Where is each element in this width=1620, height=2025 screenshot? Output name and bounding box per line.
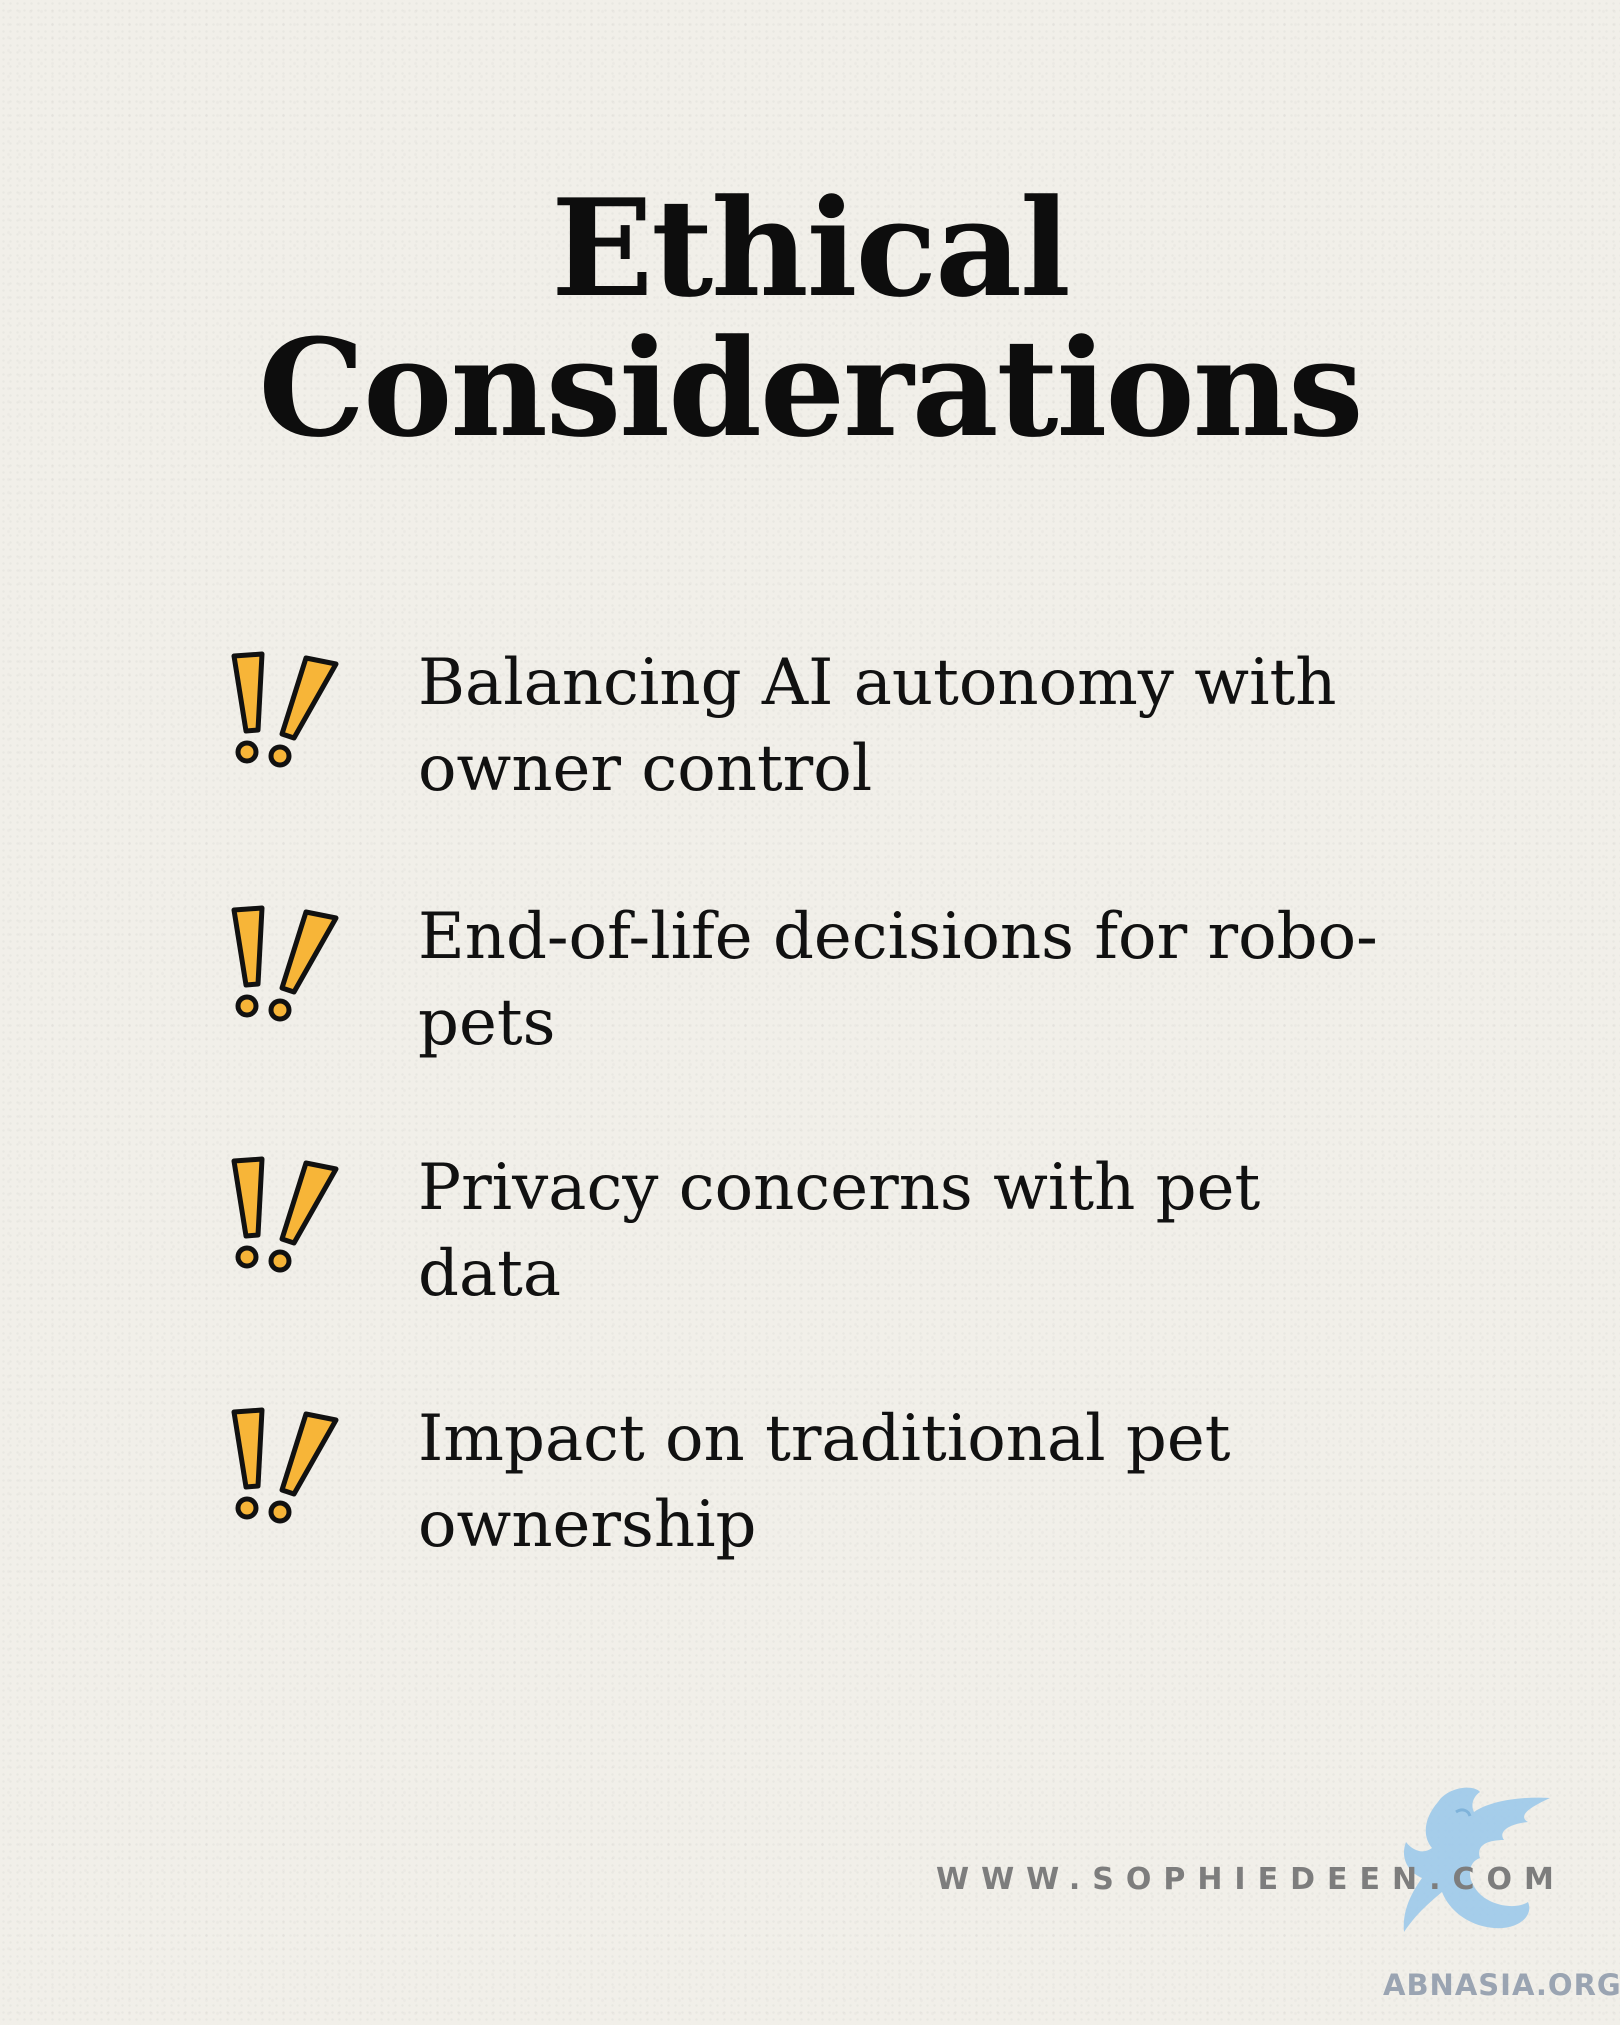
- double-exclamation-icon: [231, 651, 339, 768]
- item-text: Privacy concerns with pet data: [418, 1151, 1261, 1311]
- griffin-logo-icon: [1403, 1787, 1550, 1932]
- list-item: End-of-life decisions for robo-pets: [0, 894, 1620, 1084]
- list-item: Balancing AI autonomy with owner control: [0, 640, 1620, 830]
- item-text: Impact on traditional pet ownership: [418, 1402, 1231, 1562]
- double-exclamation-icon: [231, 1407, 339, 1524]
- page-title: Ethical Considerations: [0, 178, 1620, 458]
- watermark-text: ABNASIA.ORG: [1383, 1968, 1620, 2002]
- double-exclamation-icon: [231, 905, 339, 1022]
- item-text: Balancing AI autonomy with owner control: [418, 646, 1337, 806]
- item-text: End-of-life decisions for robo-pets: [418, 900, 1378, 1060]
- double-exclamation-icon: [231, 1156, 339, 1273]
- website-url[interactable]: WWW.SOPHIEDEEN.COM: [936, 1862, 1566, 1897]
- list-item: Privacy concerns with pet data: [0, 1145, 1620, 1335]
- list-item: Impact on traditional pet ownership: [0, 1396, 1620, 1586]
- title-line-1: Ethical: [551, 169, 1071, 327]
- title-line-2: Considerations: [258, 309, 1363, 467]
